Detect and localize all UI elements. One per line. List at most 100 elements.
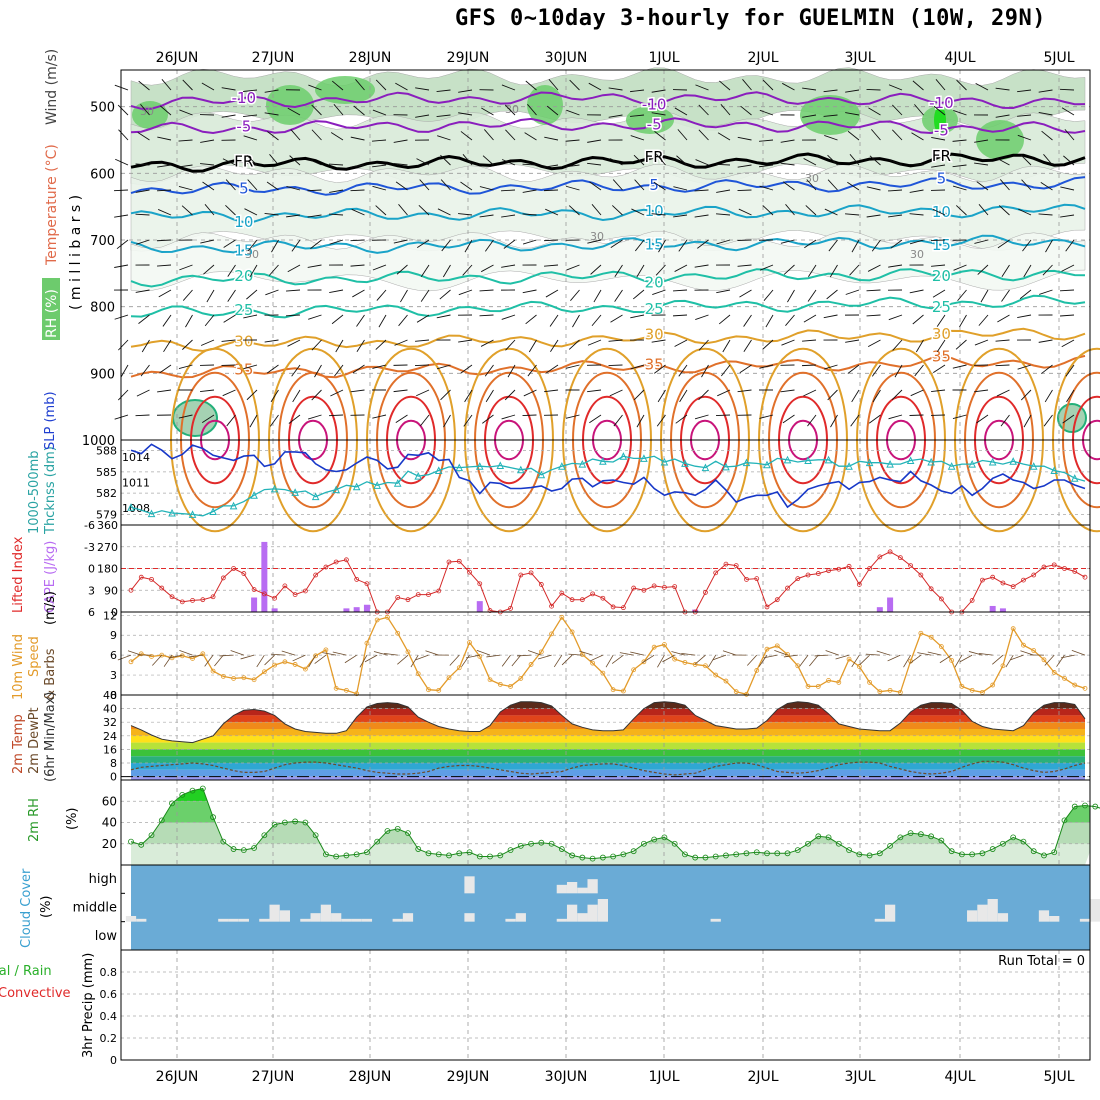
wind-barb — [765, 314, 774, 328]
lifted-index-marker — [569, 597, 575, 603]
wind-barb — [847, 364, 860, 374]
wind-barb — [851, 654, 860, 668]
wind-barb — [998, 205, 1010, 216]
wind-barb — [605, 654, 614, 668]
wind-barb — [352, 289, 365, 298]
lifted-index-marker — [364, 581, 370, 587]
wind-barb — [676, 155, 688, 166]
temp-ylabel: 2m Temp — [11, 714, 26, 774]
temp-band — [131, 749, 1085, 757]
bottom-date-label: 27JUN — [252, 1069, 295, 1085]
wind-barb — [525, 80, 537, 91]
wind-barb — [698, 389, 709, 401]
wind-barb — [178, 164, 193, 168]
wind-barb — [715, 414, 731, 416]
lifted-index-marker — [887, 549, 893, 555]
wind-barb — [400, 289, 408, 303]
rh-marker — [1000, 840, 1006, 847]
wind-tick-label: 0 — [110, 689, 117, 702]
rh-marker — [302, 819, 309, 826]
wind-barb — [1017, 364, 1032, 370]
wind-frame — [120, 611, 1091, 696]
wind-barb — [289, 155, 301, 166]
wind-barb — [847, 181, 860, 191]
wind-barb — [980, 289, 989, 303]
cloud-high-bar — [587, 879, 598, 894]
wind-barb — [265, 289, 279, 296]
rh-marker — [466, 849, 473, 856]
wind-barb — [608, 339, 623, 342]
wind-barb — [476, 650, 491, 656]
rh-tick-label: 60 — [102, 794, 117, 808]
wind-speed-marker — [159, 652, 165, 658]
wind-barb — [1018, 208, 1032, 216]
wind-barb — [803, 314, 817, 323]
temperature-contour-label: 5 — [649, 176, 659, 194]
wind-barb — [654, 130, 666, 141]
wind-speed-marker — [549, 631, 554, 637]
wind-barb — [722, 339, 731, 353]
lifted-index-marker — [672, 584, 678, 590]
thickness-tick-label: 588 — [96, 445, 117, 458]
temperature-contour-label: 10 — [932, 203, 951, 221]
wind-barb — [619, 652, 634, 656]
wind-barb — [264, 89, 279, 93]
wind-barb — [465, 654, 480, 659]
wind-barb — [246, 154, 258, 166]
wind-barb — [568, 653, 583, 656]
temperature-contour-label: 10 — [234, 213, 253, 231]
wind-barb — [1044, 389, 1053, 403]
thickness-marker — [660, 457, 669, 466]
thickness-marker — [906, 456, 915, 465]
upper-air-panel: -10 -10 -10 -5 -5 -5 FR FR FR 5 5 5 10 10 10 15 15 15 20 20… — [42, 49, 1100, 533]
wind-barb — [759, 364, 774, 369]
wind-barb — [127, 650, 142, 656]
rh-marker — [907, 830, 914, 837]
thickness-marker — [1029, 462, 1038, 470]
lifted-index-marker — [333, 559, 339, 565]
wind-barb — [892, 339, 903, 351]
wind-barb — [200, 163, 215, 166]
lifted-index-line — [130, 551, 1086, 613]
wind-barb — [974, 389, 989, 393]
wind-barb — [824, 135, 838, 141]
wind-barb — [247, 179, 258, 191]
wind-barb — [681, 652, 696, 656]
wind-barb — [544, 164, 559, 168]
wind-ylabel: 10m Wind — [11, 634, 26, 700]
rh-contour-label: 30 — [245, 248, 259, 261]
wind-barb — [903, 654, 911, 668]
thickness-marker — [332, 485, 340, 494]
wind-speed-marker — [754, 668, 760, 673]
wind-barb — [356, 314, 365, 327]
rh-marker — [271, 821, 278, 828]
lifted-index-marker — [815, 571, 821, 576]
precip-tick-label: 0.4 — [100, 1010, 118, 1023]
wind-barb — [156, 239, 172, 242]
wind-barb — [1005, 654, 1014, 668]
top-date-label: 30JUN — [545, 50, 588, 66]
wind-barb — [161, 79, 172, 91]
thickness-tick-label: 582 — [96, 487, 117, 500]
wind-barb — [268, 264, 279, 276]
lifted-index-marker — [590, 591, 596, 597]
wind-barb — [565, 185, 580, 191]
lifted-index-marker — [395, 595, 401, 600]
cloud-middle-bar — [125, 916, 137, 922]
cloud-background — [131, 865, 1090, 950]
slp-ylabel: 1000-500mb — [27, 450, 42, 534]
wind-barb — [785, 314, 795, 326]
thickness-marker — [229, 501, 238, 510]
wind-barb — [824, 208, 838, 216]
temperature-contour-label: 30 — [234, 333, 253, 351]
rh-label-text: RH (%) — [44, 289, 60, 338]
wind-barb — [546, 364, 559, 374]
wind-barb — [246, 389, 258, 401]
thickness-marker — [599, 457, 607, 465]
top-date-label: 26JUN — [156, 50, 199, 66]
wind-barb — [830, 414, 838, 428]
chart-title: GFS 0~10day 3-hourly for GUELMIN (10W, 2… — [455, 6, 1047, 31]
wind-barb — [484, 129, 494, 141]
wind-barb — [587, 162, 602, 166]
